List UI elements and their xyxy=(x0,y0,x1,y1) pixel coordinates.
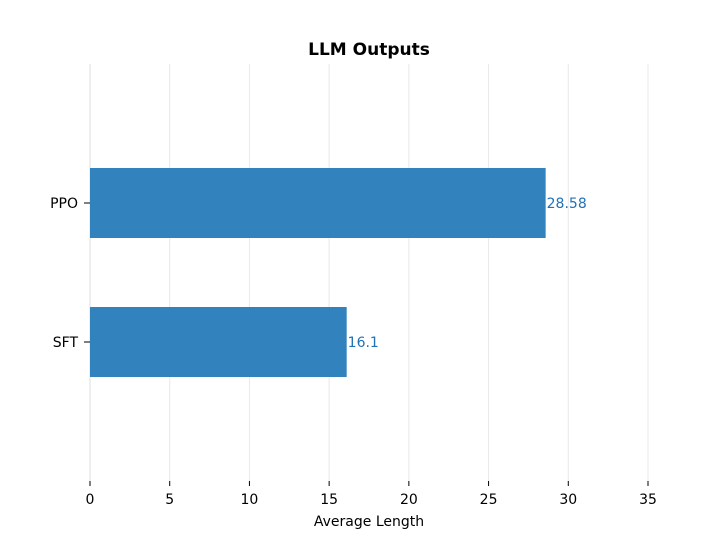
data-label-sft: 16.1 xyxy=(348,335,379,351)
x-tick-label-25: 25 xyxy=(480,492,498,508)
bar-sft xyxy=(90,307,347,377)
x-tick-labels: 0 5 10 15 20 25 30 35 xyxy=(86,481,657,508)
x-tick-label-15: 15 xyxy=(320,492,338,508)
y-tick-label-sft: SFT xyxy=(53,335,79,351)
x-axis-label: Average Length xyxy=(314,514,424,530)
data-label-ppo: 28.58 xyxy=(547,196,587,212)
bar-ppo xyxy=(90,168,546,238)
x-tick-label-10: 10 xyxy=(241,492,259,508)
x-tick-label-5: 5 xyxy=(165,492,174,508)
y-tick-label-ppo: PPO xyxy=(50,196,78,212)
bars: 28.58 16.1 xyxy=(90,168,587,377)
y-tick-labels: PPO SFT xyxy=(50,196,90,351)
x-tick-label-30: 30 xyxy=(559,492,577,508)
grid-lines xyxy=(169,64,649,481)
x-tick-label-20: 20 xyxy=(400,492,418,508)
x-tick-label-35: 35 xyxy=(639,492,657,508)
x-tick-label-0: 0 xyxy=(86,492,95,508)
chart-title: LLM Outputs xyxy=(308,40,430,60)
